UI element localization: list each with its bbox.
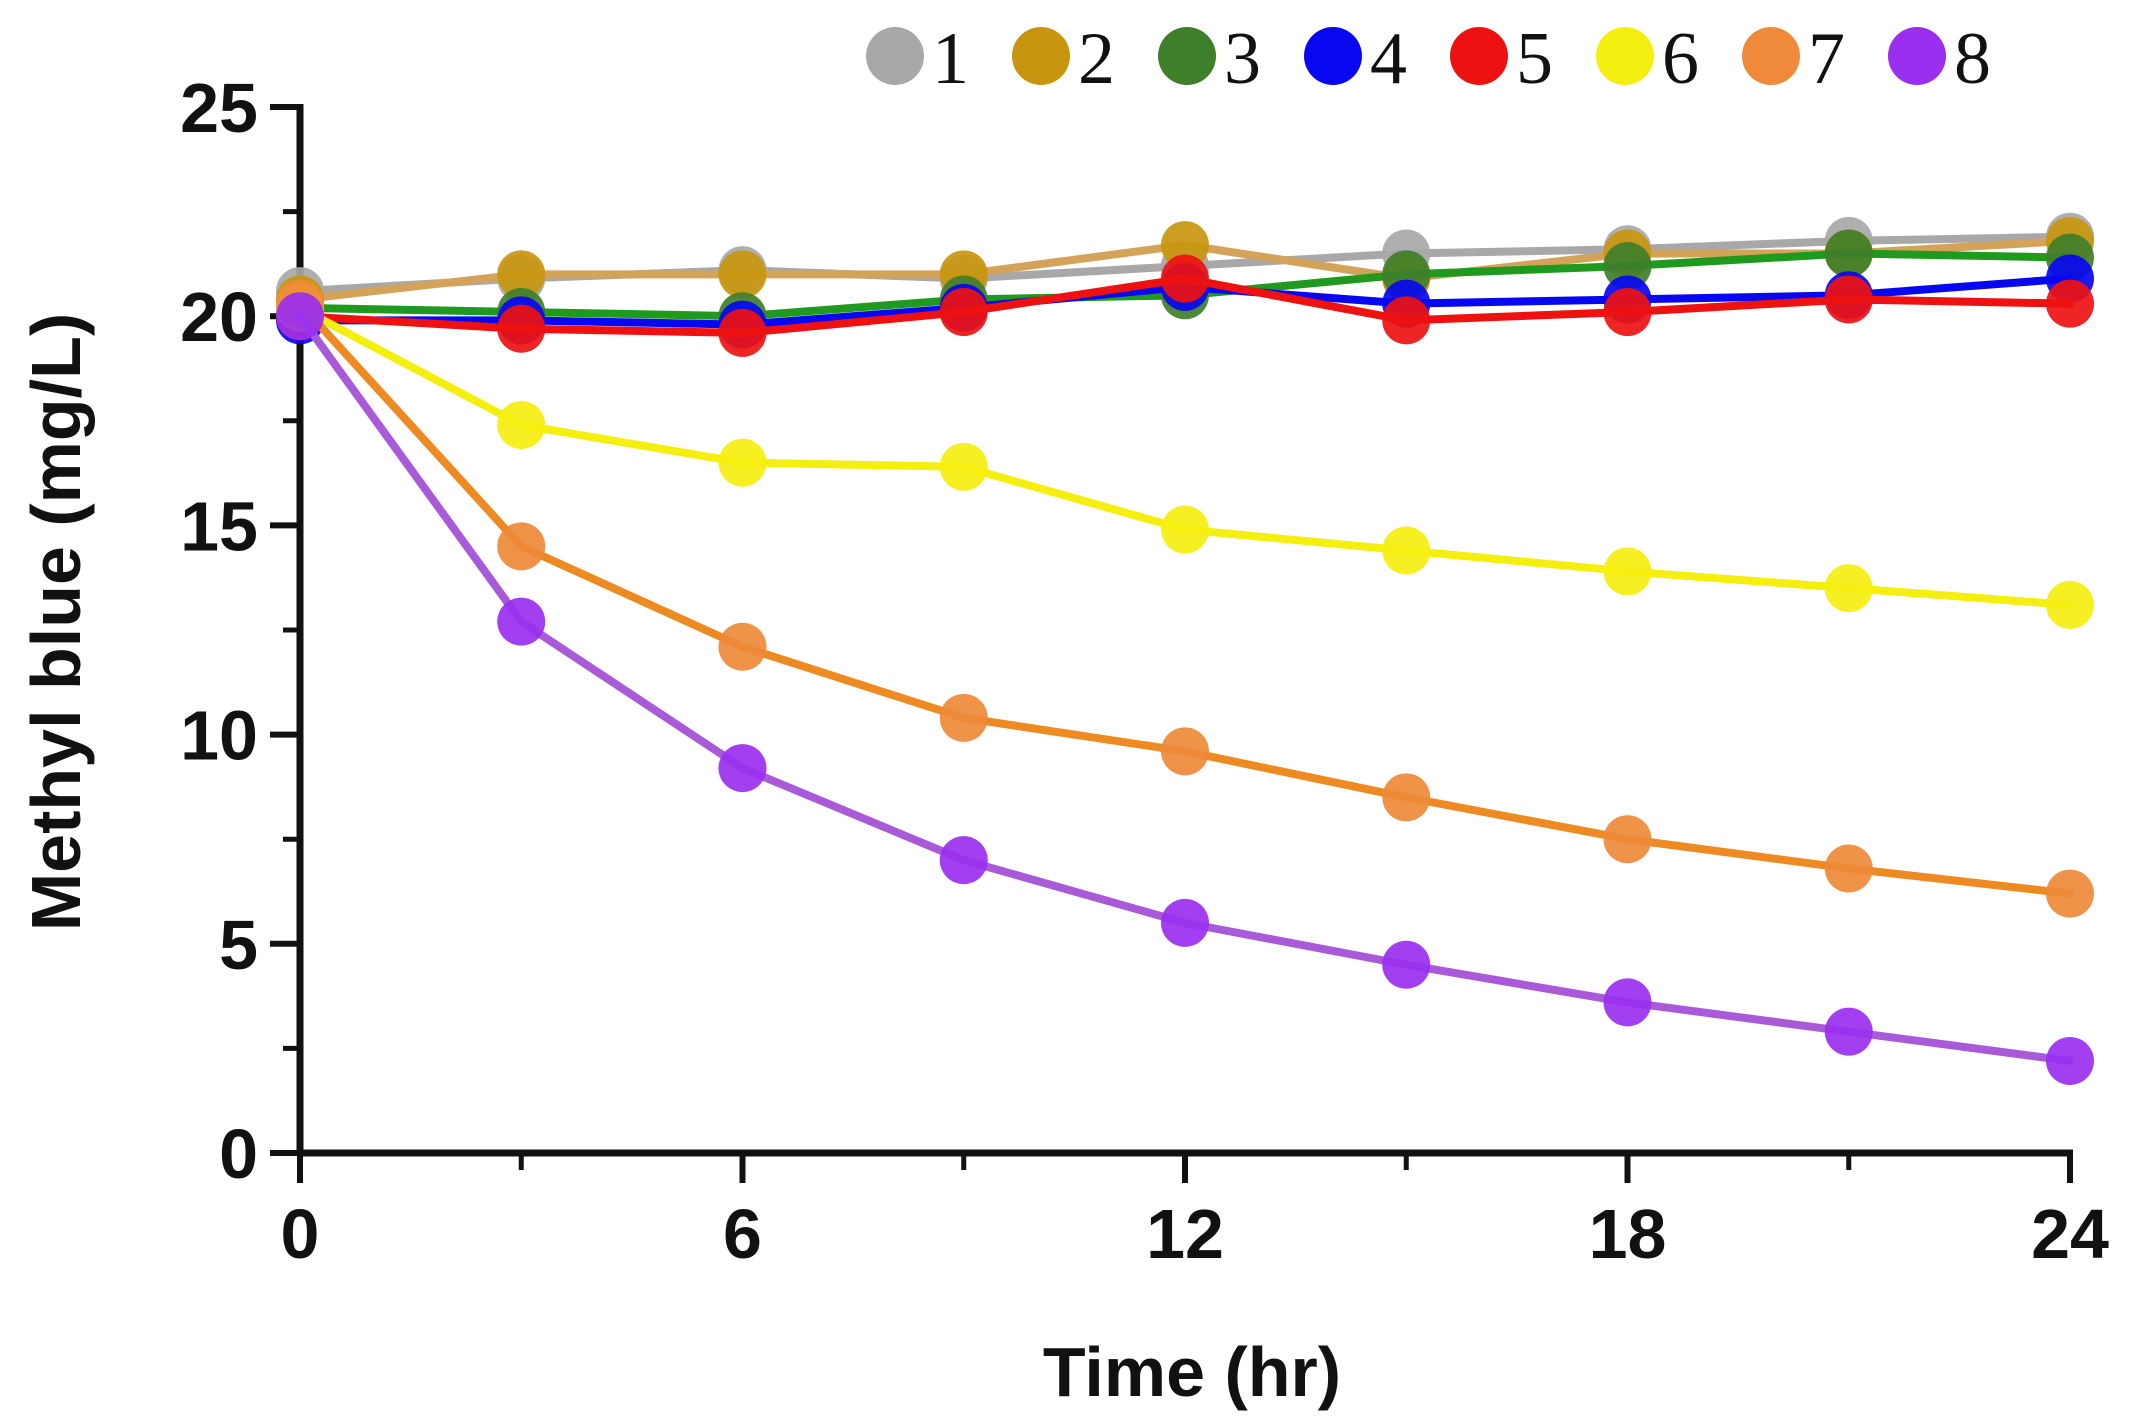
series-5-point bbox=[1161, 254, 1209, 303]
series-8-point bbox=[1382, 940, 1431, 989]
legend-item-6: 6 bbox=[1596, 18, 1699, 100]
series-7-point bbox=[1824, 844, 1873, 893]
series-8-point bbox=[1603, 978, 1652, 1027]
series-6-point bbox=[1161, 505, 1209, 554]
y-tick-label: 5 bbox=[219, 906, 258, 984]
legend-label: 3 bbox=[1224, 18, 1261, 100]
series-8-point bbox=[1824, 1007, 1873, 1056]
series-6-point bbox=[1603, 547, 1652, 596]
legend-label: 4 bbox=[1370, 18, 1407, 100]
legend-label: 8 bbox=[1954, 18, 1991, 100]
series-6 bbox=[276, 283, 2094, 629]
series-7-point bbox=[497, 522, 546, 571]
series-6-point bbox=[1824, 564, 1873, 613]
x-tick-label: 24 bbox=[2031, 1195, 2109, 1273]
legend-item-3: 3 bbox=[1158, 18, 1261, 100]
y-tick-label: 0 bbox=[219, 1115, 258, 1193]
legend-item-8: 8 bbox=[1888, 18, 1991, 100]
series-6-line bbox=[296, 303, 2074, 609]
series-8-point bbox=[497, 597, 546, 646]
series-5-point bbox=[1603, 288, 1652, 337]
series-8-point bbox=[2046, 1036, 2094, 1085]
series-7-line bbox=[296, 299, 2074, 898]
legend: 1 2 3 4 5 6 7 8 bbox=[866, 18, 1991, 100]
series-8-point bbox=[276, 292, 324, 341]
series-5-point bbox=[718, 308, 767, 357]
series-6-point bbox=[939, 442, 988, 491]
series-7-point bbox=[2046, 869, 2094, 918]
series-2-point bbox=[497, 250, 546, 299]
series-5-point bbox=[497, 304, 546, 353]
legend-marker bbox=[1450, 27, 1508, 85]
x-tick-label: 0 bbox=[281, 1195, 320, 1273]
legend-label: 2 bbox=[1078, 18, 1115, 100]
legend-item-7: 7 bbox=[1742, 18, 1845, 100]
x-tick-label: 6 bbox=[723, 1195, 762, 1273]
legend-label: 5 bbox=[1516, 18, 1553, 100]
series-6-point bbox=[1382, 526, 1431, 575]
series-7 bbox=[276, 279, 2094, 918]
series-5 bbox=[276, 254, 2094, 357]
legend-label: 6 bbox=[1662, 18, 1699, 100]
legend-item-5: 5 bbox=[1450, 18, 1553, 100]
series-7-point bbox=[1603, 815, 1652, 864]
series-5-point bbox=[1824, 275, 1873, 324]
series-5-point bbox=[2046, 279, 2094, 328]
legend-marker bbox=[1596, 27, 1654, 85]
y-tick-label: 10 bbox=[180, 697, 258, 775]
series-5-point bbox=[939, 288, 988, 337]
series-3-point bbox=[1603, 241, 1652, 290]
series-7-point bbox=[939, 693, 988, 742]
legend-label: 7 bbox=[1808, 18, 1845, 100]
legend-marker bbox=[1304, 27, 1362, 85]
series-2-point bbox=[718, 250, 767, 299]
x-tick-label: 12 bbox=[1146, 1195, 1224, 1273]
series-6-point bbox=[497, 400, 546, 449]
y-tick-label: 25 bbox=[180, 69, 258, 147]
axes-layer: 0 5 10 15 20 25 0 6 12 18 24 bbox=[180, 69, 2109, 1273]
series-7-point bbox=[718, 622, 767, 671]
x-axis-title: Time (hr) bbox=[1043, 1333, 1341, 1411]
legend-marker bbox=[1742, 27, 1800, 85]
legend-item-4: 4 bbox=[1304, 18, 1407, 100]
series-5-point bbox=[1382, 296, 1431, 345]
series-8-line bbox=[296, 312, 2074, 1065]
series-8-point bbox=[939, 836, 988, 885]
series-7-point bbox=[1161, 727, 1209, 776]
series-3-point bbox=[1824, 229, 1873, 278]
series-8-point bbox=[1161, 898, 1209, 947]
series-8 bbox=[276, 292, 2094, 1085]
series-6-point bbox=[2046, 580, 2094, 629]
series-7-point bbox=[1382, 773, 1431, 822]
legend-marker bbox=[1888, 27, 1946, 85]
legend-marker bbox=[1012, 27, 1070, 85]
legend-item-1: 1 bbox=[866, 18, 969, 100]
y-axis-title: Methyl blue (mg/L) bbox=[17, 313, 95, 931]
series-6-point bbox=[718, 438, 767, 487]
series-2-point bbox=[1161, 221, 1209, 270]
y-tick-label: 20 bbox=[180, 278, 258, 356]
x-tick-label: 18 bbox=[1589, 1195, 1667, 1273]
y-tick-label: 15 bbox=[180, 487, 258, 565]
series-8-point bbox=[718, 744, 767, 793]
legend-label: 1 bbox=[932, 18, 969, 100]
legend-item-2: 2 bbox=[1012, 18, 1115, 100]
legend-marker bbox=[1158, 27, 1216, 85]
series-layer bbox=[276, 212, 2094, 1085]
legend-marker bbox=[866, 27, 924, 85]
